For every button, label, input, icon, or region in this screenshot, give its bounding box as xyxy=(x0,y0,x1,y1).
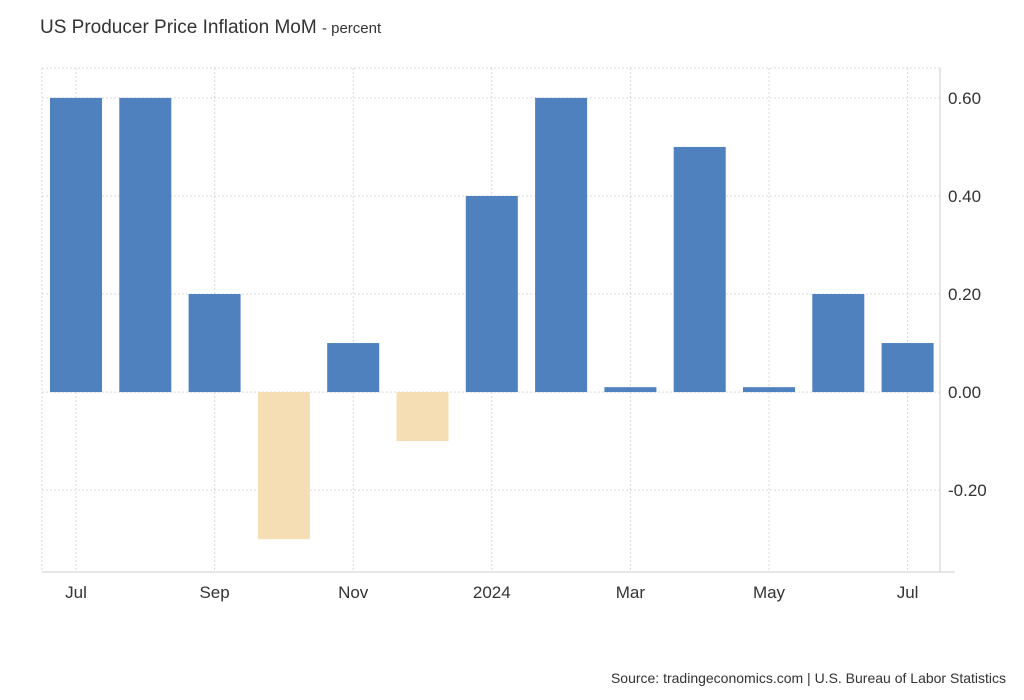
y-tick-label: 0.60 xyxy=(948,89,981,108)
bar-oct-2023 xyxy=(257,392,310,540)
chart-title: US Producer Price Inflation MoM - percen… xyxy=(40,17,381,39)
bar-may-2024 xyxy=(743,387,795,393)
bar-mar-2024 xyxy=(604,387,657,393)
bar-sep-2023 xyxy=(188,294,241,393)
y-tick-label: 0.40 xyxy=(948,187,981,206)
x-tick-label: May xyxy=(753,583,786,602)
title-text: US Producer Price Inflation MoM xyxy=(40,17,317,38)
bar-nov-2023 xyxy=(327,343,380,393)
bar-jul-2024 xyxy=(881,343,934,393)
bar-jan-2024 xyxy=(465,195,518,393)
x-tick-label: Jul xyxy=(897,583,919,602)
x-tick-label: Nov xyxy=(338,583,369,602)
bar-aug-2023 xyxy=(119,97,172,393)
x-tick-label: 2024 xyxy=(473,583,511,602)
x-tick-label: Sep xyxy=(199,583,229,602)
x-tick-label: Mar xyxy=(616,583,646,602)
y-tick-label: 0.00 xyxy=(948,383,981,402)
bar-feb-2024 xyxy=(535,97,588,393)
bar-jul-2023 xyxy=(50,97,102,393)
y-tick-label: 0.20 xyxy=(948,285,981,304)
source-credit: Source: tradingeconomics.com | U.S. Bure… xyxy=(610,670,1006,686)
bar-dec-2023 xyxy=(396,392,449,442)
bar-jun-2024 xyxy=(812,294,865,393)
y-tick-label: -0.20 xyxy=(948,481,987,500)
x-tick-label: Jul xyxy=(65,583,87,602)
chart-subtitle: - percent xyxy=(321,20,382,37)
bar-apr-2024 xyxy=(673,146,726,393)
